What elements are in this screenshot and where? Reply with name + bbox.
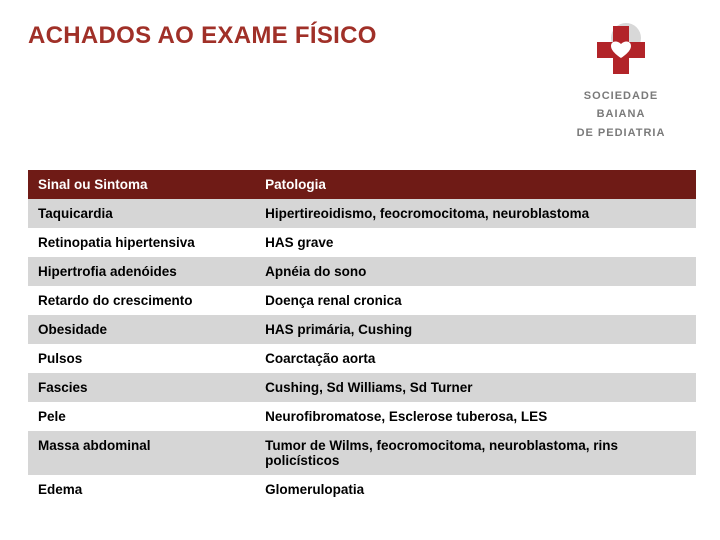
org-logo: SOCIEDADE BAIANA DE PEDIATRIA bbox=[546, 20, 696, 140]
cell-sign: Retardo do crescimento bbox=[28, 286, 255, 315]
cell-sign: Massa abdominal bbox=[28, 431, 255, 475]
cell-pathology: HAS grave bbox=[255, 228, 696, 257]
org-name-line3: DE PEDIATRIA bbox=[546, 126, 696, 140]
cell-pathology: Glomerulopatia bbox=[255, 475, 696, 504]
cell-pathology: Neurofibromatose, Esclerose tuberosa, LE… bbox=[255, 402, 696, 431]
column-header-pathology: Patologia bbox=[255, 170, 696, 199]
medical-cross-icon bbox=[591, 20, 651, 80]
cell-pathology: Tumor de Wilms, feocromocitoma, neurobla… bbox=[255, 431, 696, 475]
cell-sign: Edema bbox=[28, 475, 255, 504]
cell-pathology: Coarctação aorta bbox=[255, 344, 696, 373]
org-name-line2: BAIANA bbox=[546, 107, 696, 121]
cell-sign: Obesidade bbox=[28, 315, 255, 344]
table-row: Retardo do crescimentoDoença renal croni… bbox=[28, 286, 696, 315]
findings-table: Sinal ou Sintoma Patologia TaquicardiaHi… bbox=[28, 170, 696, 504]
table-row: Hipertrofia adenóidesApnéia do sono bbox=[28, 257, 696, 286]
table-row: Retinopatia hipertensivaHAS grave bbox=[28, 228, 696, 257]
cell-sign: Taquicardia bbox=[28, 199, 255, 228]
cell-sign: Fascies bbox=[28, 373, 255, 402]
cell-pathology: Cushing, Sd Williams, Sd Turner bbox=[255, 373, 696, 402]
column-header-sign: Sinal ou Sintoma bbox=[28, 170, 255, 199]
cell-sign: Pulsos bbox=[28, 344, 255, 373]
org-name-line1: SOCIEDADE bbox=[546, 89, 696, 103]
cell-sign: Retinopatia hipertensiva bbox=[28, 228, 255, 257]
cell-sign: Hipertrofia adenóides bbox=[28, 257, 255, 286]
cell-pathology: Doença renal cronica bbox=[255, 286, 696, 315]
table-row: ObesidadeHAS primária, Cushing bbox=[28, 315, 696, 344]
table-row: PulsosCoarctação aorta bbox=[28, 344, 696, 373]
cell-pathology: Apnéia do sono bbox=[255, 257, 696, 286]
table-row: Massa abdominalTumor de Wilms, feocromoc… bbox=[28, 431, 696, 475]
cell-pathology: HAS primária, Cushing bbox=[255, 315, 696, 344]
cell-sign: Pele bbox=[28, 402, 255, 431]
cell-pathology: Hipertireoidismo, feocromocitoma, neurob… bbox=[255, 199, 696, 228]
table-row: EdemaGlomerulopatia bbox=[28, 475, 696, 504]
table-row: TaquicardiaHipertireoidismo, feocromocit… bbox=[28, 199, 696, 228]
table-row: PeleNeurofibromatose, Esclerose tuberosa… bbox=[28, 402, 696, 431]
table-row: FasciesCushing, Sd Williams, Sd Turner bbox=[28, 373, 696, 402]
page-title: ACHADOS AO EXAME FÍSICO bbox=[28, 22, 377, 50]
